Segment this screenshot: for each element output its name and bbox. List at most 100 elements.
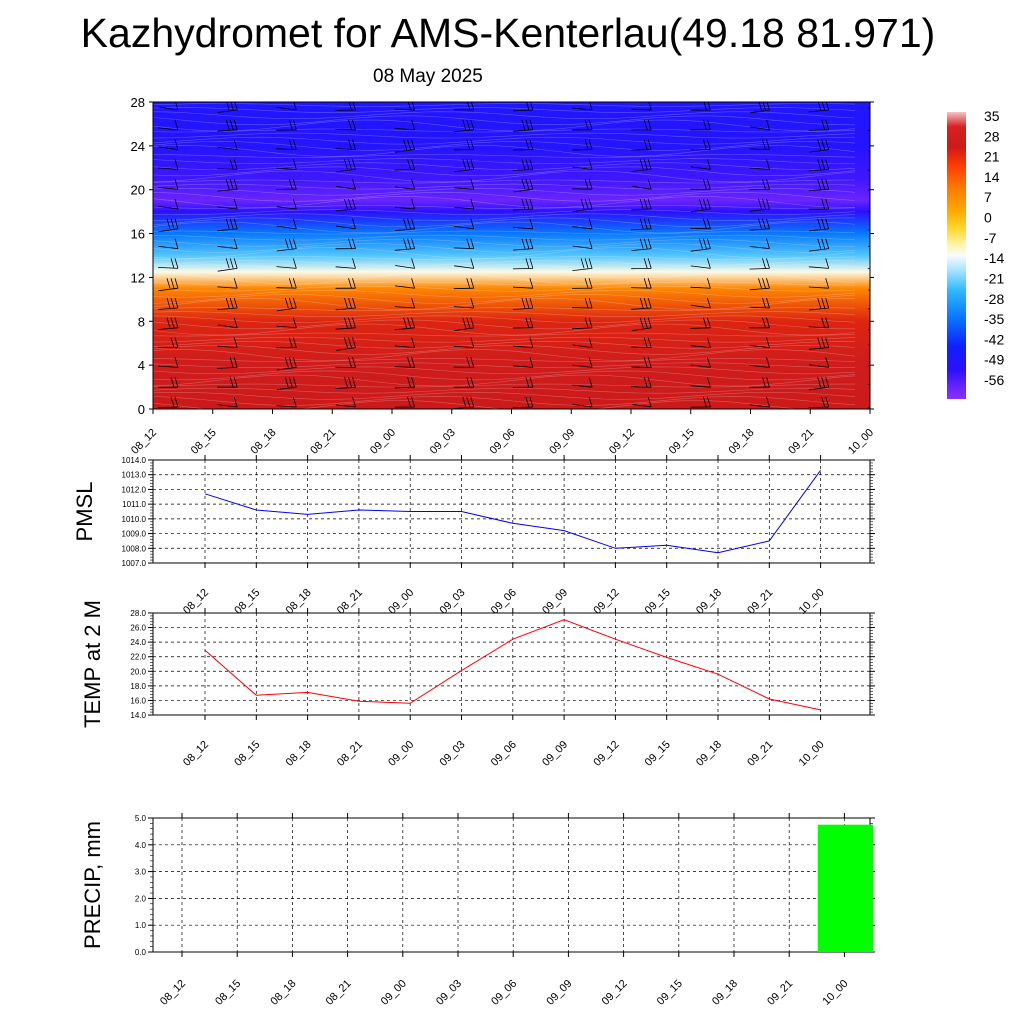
x-tick-label: 08_18 (284, 587, 314, 617)
contour-line (153, 158, 856, 164)
wind-barb-flag (292, 119, 297, 130)
wind-barb (217, 109, 238, 113)
wind-barb-flag (647, 297, 652, 309)
x-tick-label: 09_18 (710, 978, 740, 1008)
wind-barb (749, 167, 770, 170)
wind-barb-flag (233, 377, 238, 388)
wind-barb (750, 126, 770, 131)
wind-barb-flag (292, 377, 297, 388)
wind-barb-flag (643, 159, 648, 170)
contour-line (153, 136, 856, 145)
wind-barb (158, 206, 179, 210)
x-tick-label: 08_18 (268, 978, 298, 1008)
wind-barb (158, 167, 179, 170)
contour-line (153, 140, 856, 151)
wind-barb-flag (817, 139, 822, 150)
wind-barb-flag (470, 278, 475, 289)
wind-barb (335, 225, 356, 230)
wind-barb-flag (352, 198, 356, 210)
colorbar-label: 35 (984, 108, 1000, 124)
wind-barb-flag (525, 317, 530, 328)
wind-barb-flag (703, 119, 707, 130)
wind-barb (276, 325, 297, 329)
wind-barb-flag (821, 159, 826, 170)
y-tick-label: 12 (131, 270, 145, 285)
wind-barb-flag (292, 198, 297, 210)
wind-barb-flag (174, 337, 179, 348)
wind-barb-flag (877, 278, 880, 288)
wind-barb (394, 345, 415, 348)
wind-barb-flag (643, 139, 648, 150)
colorbar-label: -14 (984, 250, 1004, 266)
contour-line (153, 294, 856, 304)
wind-barb (809, 149, 829, 153)
wind-barb-flag (825, 317, 830, 328)
wind-barb-flag (588, 317, 593, 328)
wind-barb (276, 405, 297, 408)
wind-barb (157, 406, 179, 409)
wind-barb-flag (584, 119, 589, 130)
wind-barb (158, 267, 179, 269)
wind-barb (690, 227, 711, 230)
contour-line (153, 170, 856, 183)
wind-barb-flag (411, 258, 415, 269)
wind-barb-flag (292, 139, 297, 150)
wind-barb-flag (411, 218, 415, 229)
wind-barb-flag (521, 159, 526, 170)
wind-barb-flag (762, 139, 766, 150)
wind-barb-flag (817, 102, 822, 111)
wind-barb-flag (348, 357, 352, 368)
wind-barb-flag (647, 258, 652, 269)
wind-barb-flag (292, 337, 297, 348)
wind-barb-flag (817, 297, 822, 309)
wind-barb-flag (284, 357, 289, 368)
wind-barb-flag (521, 119, 526, 130)
wind-barb (808, 307, 829, 311)
y-tick-label: 24 (131, 139, 145, 154)
wind-barb-flag (707, 258, 711, 269)
colorbar-label: 14 (984, 169, 1000, 185)
wind-barb-flag (233, 337, 238, 348)
wind-barb-flag (885, 377, 888, 387)
wind-barb-flag (766, 139, 770, 150)
wind-barb (868, 329, 870, 331)
contour-line (153, 115, 856, 126)
y-tick-label: 1007.0 (122, 559, 147, 568)
x-tick-label: 09_21 (786, 427, 816, 457)
wind-barb-flag (352, 159, 356, 170)
wind-barb-flag (411, 102, 415, 111)
y-tick-label: 20 (131, 183, 145, 198)
wind-barb-flag (885, 199, 888, 209)
panel-frame (152, 817, 871, 953)
wind-barb-flag (648, 102, 652, 111)
contour-line (153, 268, 856, 279)
wind-barb (394, 108, 415, 111)
wind-barb-flag (348, 102, 352, 111)
y-tick-label: 1008.0 (122, 544, 147, 553)
wind-barb-flag (288, 337, 293, 348)
contour-line (153, 307, 856, 311)
wind-barb-flag (352, 119, 356, 130)
wind-barb (868, 150, 870, 152)
wind-barb-flag (352, 317, 356, 328)
wind-barb (394, 128, 415, 131)
wind-barb-flag (233, 238, 238, 249)
wind-barb (158, 287, 179, 292)
wind-barb (158, 228, 179, 232)
wind-barb (453, 187, 474, 190)
wind-barb (335, 404, 356, 408)
wind-barb-flag (348, 139, 352, 150)
wind-barb-flag (407, 159, 411, 170)
contour-line (153, 166, 856, 177)
wind-barb-flag (352, 218, 356, 229)
x-tick-label: 09_12 (607, 427, 637, 457)
wind-barb-flag (647, 119, 652, 130)
wind-barb-flag (877, 318, 880, 328)
wind-barb-flag (411, 396, 415, 408)
wind-barb (867, 365, 870, 367)
wind-barb (868, 107, 870, 109)
wind-barb (513, 345, 533, 348)
wind-barb-flag (707, 159, 711, 170)
y-tick-label: 0 (138, 402, 145, 417)
wind-barb-flag (758, 218, 762, 229)
